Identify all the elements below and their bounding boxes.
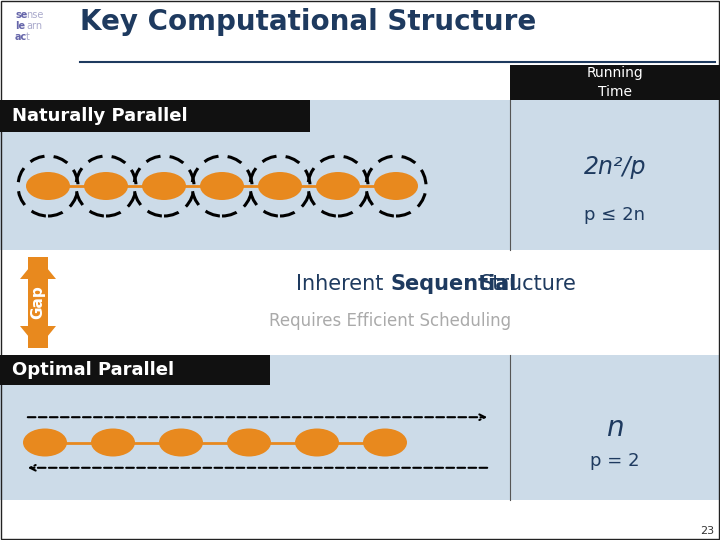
Text: 23: 23 <box>700 526 714 536</box>
Text: Running
Time: Running Time <box>587 66 644 99</box>
Text: arn: arn <box>26 21 42 31</box>
Text: n: n <box>606 414 624 442</box>
Text: t: t <box>26 32 30 42</box>
Ellipse shape <box>159 429 203 456</box>
Text: Naturally Parallel: Naturally Parallel <box>12 107 188 125</box>
Text: Gap: Gap <box>30 286 45 319</box>
Ellipse shape <box>316 172 360 200</box>
FancyArrow shape <box>20 257 56 348</box>
Ellipse shape <box>258 172 302 200</box>
Ellipse shape <box>91 429 135 456</box>
Bar <box>510 355 720 500</box>
Text: Structure: Structure <box>480 274 577 294</box>
Text: Optimal Parallel: Optimal Parallel <box>12 361 174 379</box>
Bar <box>510 100 720 250</box>
FancyArrow shape <box>20 257 56 348</box>
Bar <box>510 65 720 100</box>
Ellipse shape <box>200 172 244 200</box>
Text: nse: nse <box>26 10 43 20</box>
Ellipse shape <box>295 429 339 456</box>
Text: Requires Efficient Scheduling: Requires Efficient Scheduling <box>269 312 511 329</box>
Bar <box>0 355 510 500</box>
Bar <box>0 100 510 250</box>
Ellipse shape <box>142 172 186 200</box>
Text: Key Computational Structure: Key Computational Structure <box>80 8 536 36</box>
Ellipse shape <box>363 429 407 456</box>
Ellipse shape <box>227 429 271 456</box>
Text: Sequential: Sequential <box>390 274 516 294</box>
Ellipse shape <box>23 429 67 456</box>
Text: 2n²/p: 2n²/p <box>584 155 647 179</box>
Text: Inherent: Inherent <box>296 274 390 294</box>
Bar <box>0 100 310 132</box>
Bar <box>0 250 720 355</box>
Text: se: se <box>15 10 27 20</box>
Ellipse shape <box>84 172 128 200</box>
Ellipse shape <box>26 172 70 200</box>
Bar <box>0 355 270 385</box>
Text: p ≤ 2n: p ≤ 2n <box>585 206 646 225</box>
Text: p = 2: p = 2 <box>590 451 640 469</box>
Text: ac: ac <box>15 32 27 42</box>
Ellipse shape <box>374 172 418 200</box>
Text: le: le <box>15 21 25 31</box>
